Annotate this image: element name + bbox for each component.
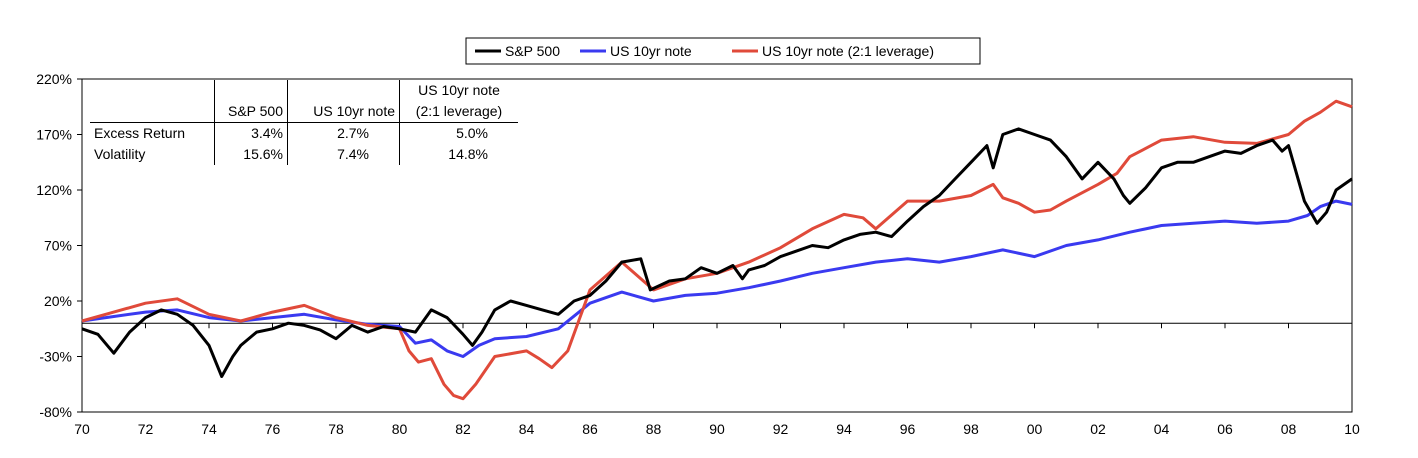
x-tick-label: 96 [900,421,916,437]
table-header-10yr [287,80,400,101]
table-header-corner-2 [90,101,215,123]
cell-value: 5.0% [399,122,518,144]
y-tick-label: 70% [44,238,72,254]
x-tick-label: 70 [74,421,90,437]
x-tick-label: 88 [646,421,662,437]
x-tick-label: 08 [1281,421,1297,437]
x-axis: 70 72 74 76 78 80 82 84 86 88 90 92 94 96 98 00 02 04 06 08… [74,323,1360,437]
table-header-10yr-lev: US 10yr note [399,80,518,101]
legend-entry: US 10yr note (2:1 leverage) [762,43,934,59]
y-tick-label: 120% [36,182,72,198]
row-label-volatility: Volatility [94,146,146,162]
table-header-10yr-lev-sub: (2:1 leverage) [399,101,518,123]
table-header-corner [90,80,215,101]
x-tick-label: 86 [582,421,598,437]
stats-table: US 10yr note S&P 500 US 10yr note (2:1 l… [90,80,518,165]
legend-box [465,37,981,65]
cell-value: 3.4% [214,122,288,144]
legend-entry: S&P 500 [505,43,560,59]
legend: S&P 500 US 10yr note US 10yr note (2:1 lev… [465,37,981,65]
x-tick-label: 92 [773,421,789,437]
x-tick-label: 80 [392,421,408,437]
y-tick-label: 220% [36,71,72,87]
cell-value: 7.4% [287,144,400,165]
x-tick-label: 76 [265,421,281,437]
table-header-sp500-label: S&P 500 [214,101,288,123]
y-tick-label: 20% [44,293,72,309]
x-tick-label: 84 [519,421,535,437]
x-tick-label: 94 [836,421,852,437]
table-header-row-2: S&P 500 US 10yr note (2:1 leverage) [90,101,518,123]
x-tick-label: 02 [1090,421,1106,437]
table-header-sp500 [214,80,288,101]
x-tick-label: 00 [1027,421,1043,437]
x-tick-label: 82 [455,421,471,437]
cell-value: 14.8% [399,144,518,165]
cell-value: 15.6% [214,144,288,165]
series-line-1 [81,199,1353,358]
y-tick-label: 170% [36,127,72,143]
cell-value: 2.7% [287,122,400,144]
x-tick-label: 90 [709,421,725,437]
table-row: Excess Return 3.4% 2.7% 5.0% [90,122,518,144]
y-axis: 220% 170% 120% 70% 20% -30% -80% [36,71,82,420]
x-tick-label: 10 [1344,421,1360,437]
table-row: Volatility 15.6% 7.4% 14.8% [90,144,518,165]
row-label-excess-return: Excess Return [94,125,186,141]
x-tick-label: 98 [963,421,979,437]
table-header-row-1: US 10yr note [90,80,518,101]
table-header-10yr-label: US 10yr note [287,101,400,123]
series-group [81,99,1353,401]
y-tick-label: -80% [39,404,72,420]
x-tick-label: 72 [138,421,154,437]
series-line-0 [81,127,1353,378]
x-tick-label: 04 [1154,421,1170,437]
x-tick-label: 78 [328,421,344,437]
x-tick-label: 74 [201,421,217,437]
x-tick-label: 06 [1217,421,1233,437]
legend-entry: US 10yr note [610,43,692,59]
y-tick-label: -30% [39,349,72,365]
